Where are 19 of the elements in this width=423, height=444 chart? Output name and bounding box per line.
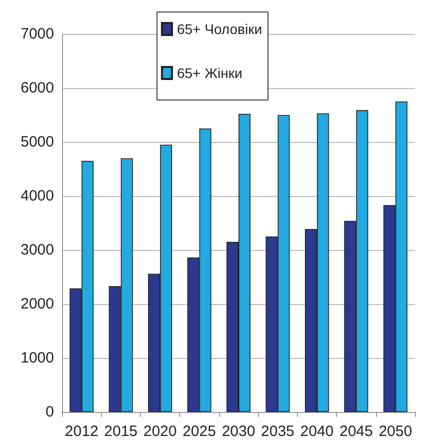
y-tick-label: 3000 (20, 242, 54, 258)
y-tick-label: 5000 (20, 134, 54, 150)
x-tick-label: 2035 (261, 423, 294, 440)
x-tick-label: 2040 (300, 423, 334, 440)
x-tick-label: 2030 (222, 423, 256, 440)
x-tick-label: 2012 (64, 423, 98, 440)
y-tick-label: 4000 (20, 188, 54, 204)
y-tick-label: 6000 (20, 80, 54, 96)
x-tick-label: 2015 (104, 423, 138, 440)
y-tick-label: 1000 (20, 350, 54, 366)
y-tick-label: 2000 (20, 296, 54, 312)
legend-label: 65+ Чоловіки (176, 21, 262, 37)
x-tick-label: 2020 (143, 423, 177, 440)
x-tick-label: 2045 (339, 423, 373, 440)
x-tick-label: 2050 (378, 423, 412, 440)
x-tick-label: 2025 (182, 423, 216, 440)
y-tick-label: 0 (46, 404, 54, 420)
legend-label: 65+ Жінки (176, 65, 242, 81)
y-tick-label: 7000 (20, 26, 54, 42)
